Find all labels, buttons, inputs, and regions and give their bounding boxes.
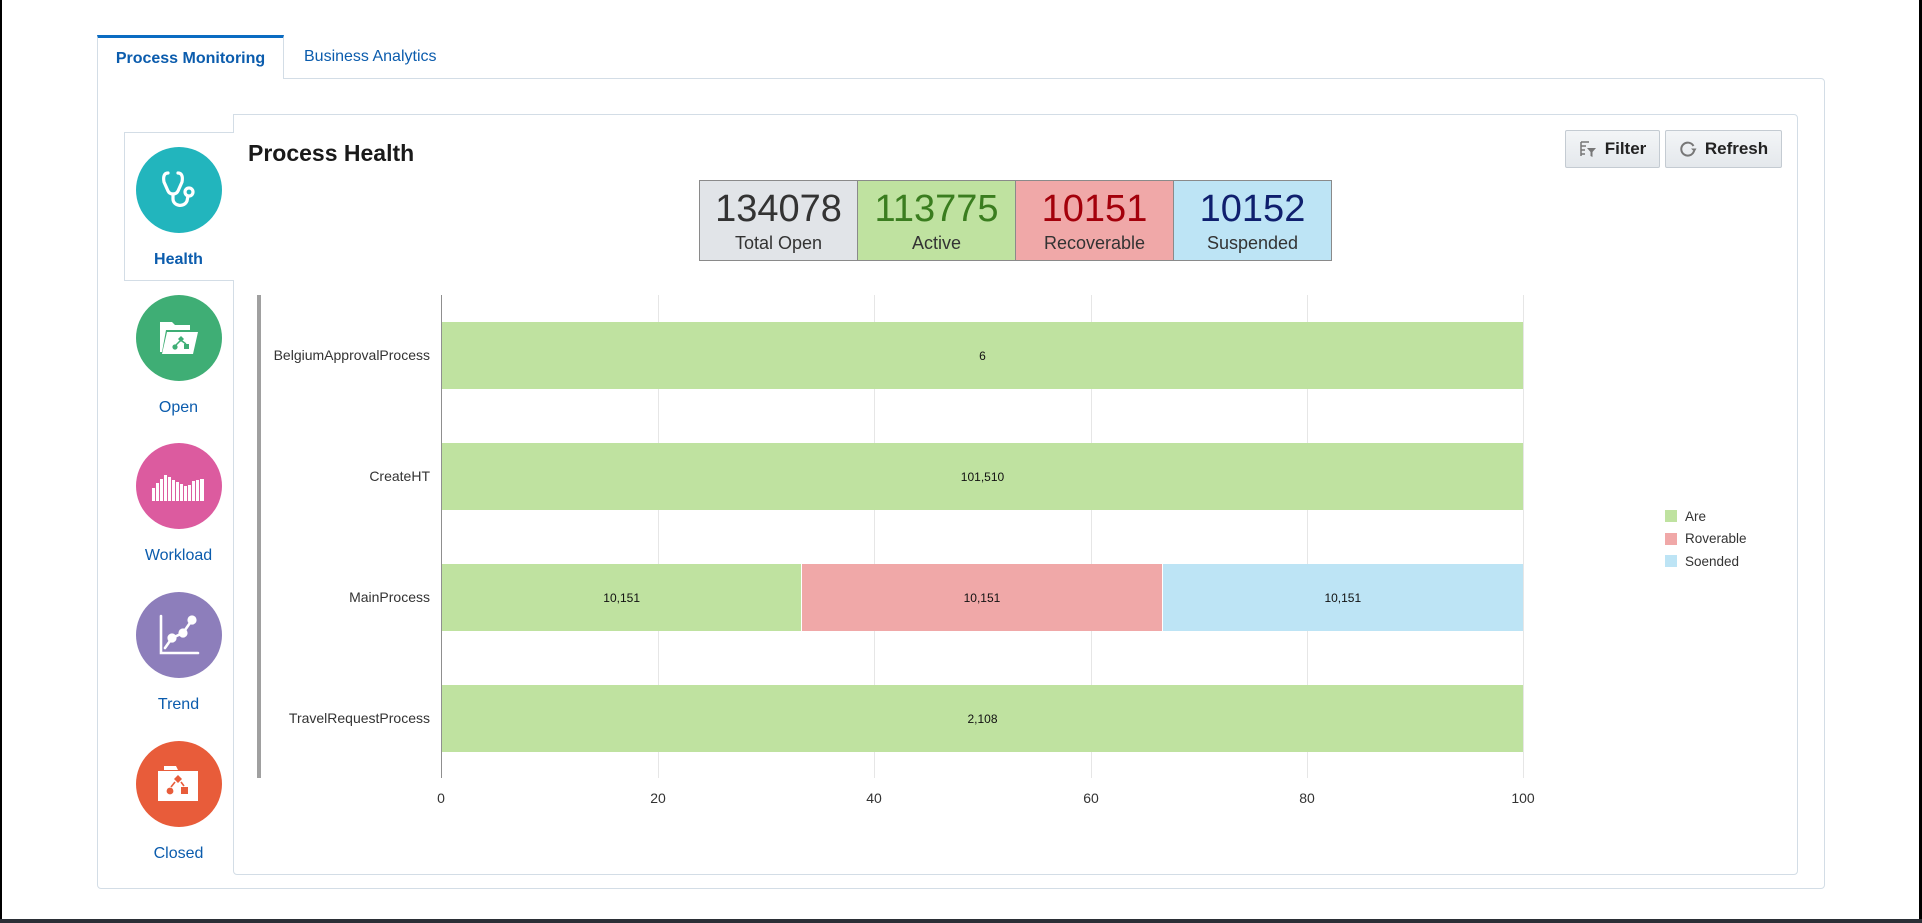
window-edge-right (1919, 0, 1922, 923)
summary-label: Suspended (1206, 233, 1299, 253)
bar-segment-recoverable[interactable]: 10,151 (802, 564, 1163, 631)
gridline (874, 295, 875, 778)
summary-label: Recoverable (1043, 233, 1146, 253)
category-label: TravelRequestProcess (288, 710, 430, 726)
refresh-icon (1679, 140, 1697, 158)
x-tick-label: 40 (866, 790, 882, 806)
closed-folder-icon (135, 741, 222, 827)
gridline (1523, 295, 1524, 778)
summary-label: Active (911, 233, 962, 253)
summary-value: 10152 (1199, 188, 1306, 230)
summary-value: 10151 (1041, 188, 1148, 230)
bar-histogram-icon (135, 443, 222, 529)
open-folder-icon (135, 295, 222, 381)
sidebar-item-closed[interactable]: Closed (124, 741, 233, 863)
gridline (1307, 295, 1308, 778)
chart-selection-bar (257, 295, 261, 778)
x-tick-label: 20 (650, 790, 666, 806)
summary-total-open[interactable]: 134078 Total Open (700, 181, 858, 260)
sidebar-item-trend[interactable]: Trend (124, 592, 233, 714)
refresh-label: Refresh (1704, 139, 1769, 158)
legend-swatch (1665, 532, 1677, 545)
summary-value: 134078 (715, 188, 842, 230)
category-label: BelgiumApprovalProcess (273, 347, 430, 363)
summary-label: Total Open (734, 233, 823, 253)
line-trend-icon (135, 592, 222, 678)
summary-recoverable[interactable]: 10151 Recoverable (1016, 181, 1174, 260)
filter-button[interactable]: Filter (1565, 130, 1660, 168)
x-tick-label: 60 (1083, 790, 1099, 806)
x-tick-label: 0 (437, 790, 445, 806)
legend-label: Are (1685, 508, 1707, 524)
sidebar-item-open[interactable]: Open (124, 295, 233, 417)
sidebar-item-label: Workload (144, 547, 213, 564)
summary-suspended[interactable]: 10152 Suspended (1174, 181, 1331, 260)
legend-label: Roverable (1685, 531, 1747, 547)
legend-item-recoverable[interactable]: Roverable (1665, 528, 1747, 551)
filter-label: Filter (1604, 139, 1647, 158)
window-edge-bottom (0, 919, 1922, 923)
bar-segment-active[interactable]: 6 (442, 322, 1523, 389)
x-tick-label: 100 (1511, 790, 1535, 806)
sidebar-item-health[interactable]: Health (124, 147, 233, 269)
tab-business-analytics[interactable]: Business Analytics (304, 48, 437, 65)
tab-process-monitoring[interactable]: Process Monitoring (97, 35, 284, 79)
summary-value: 113775 (874, 188, 999, 230)
sidebar-item-label: Closed (153, 845, 204, 862)
legend-item-active[interactable]: Are (1665, 505, 1747, 528)
window-edge-left (0, 0, 2, 923)
summary-active[interactable]: 113775 Active (858, 181, 1016, 260)
bar-mainprocess[interactable]: 10,151 10,151 10,151 (442, 564, 1523, 631)
summary-counts: 134078 Total Open 113775 Active 10151 Re… (699, 180, 1332, 261)
sidebar-item-label: Trend (157, 696, 200, 713)
sidebar-item-workload[interactable]: Workload (124, 443, 233, 565)
category-label: CreateHT (369, 468, 430, 484)
legend-item-suspended[interactable]: Soended (1665, 550, 1747, 573)
y-axis-line (441, 295, 442, 778)
gridline (658, 295, 659, 778)
gridline (1091, 295, 1092, 778)
chart-legend: Are Roverable Soended (1665, 505, 1747, 573)
legend-swatch (1665, 510, 1677, 523)
bar-belgiumapprovalprocess[interactable]: 6 (442, 322, 1523, 389)
legend-label: Soended (1685, 553, 1740, 569)
page-title: Process Health (248, 140, 415, 166)
bar-travelrequestprocess[interactable]: 2,108 (442, 685, 1523, 752)
sidebar-item-label: Open (158, 399, 199, 416)
filter-icon (1579, 140, 1597, 158)
category-label: MainProcess (349, 589, 430, 605)
x-tick-label: 80 (1299, 790, 1315, 806)
bar-segment-active[interactable]: 101,510 (442, 443, 1523, 510)
refresh-button[interactable]: Refresh (1665, 130, 1782, 168)
bar-createht[interactable]: 101,510 (442, 443, 1523, 510)
legend-swatch (1665, 555, 1677, 568)
bar-segment-active[interactable]: 10,151 (442, 564, 803, 631)
bar-segment-suspended[interactable]: 10,151 (1162, 564, 1523, 631)
bar-segment-active[interactable]: 2,108 (442, 685, 1523, 752)
sidebar-item-label: Health (154, 251, 203, 268)
stethoscope-icon (135, 147, 222, 233)
